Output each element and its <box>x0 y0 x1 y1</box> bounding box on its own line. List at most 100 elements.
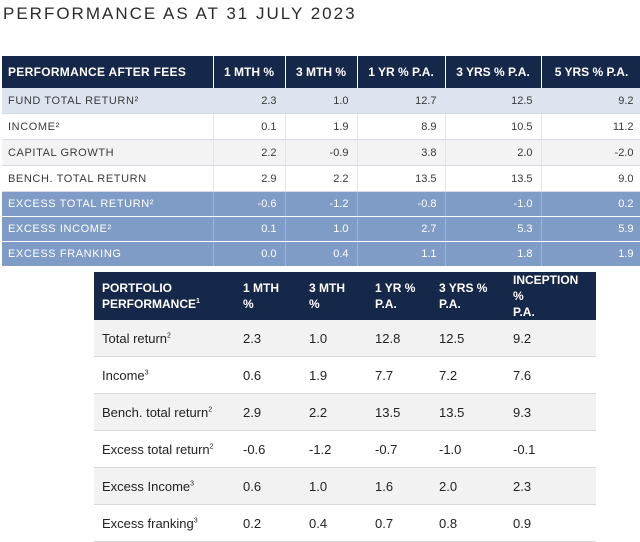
table-cell: 10.5 <box>445 113 542 140</box>
table-row: EXCESS FRANKING 0.0 0.4 1.1 1.8 1.9 <box>2 241 640 267</box>
page-title: PERFORMANCE AS AT 31 JULY 2023 <box>3 4 357 23</box>
table-row: Bench. total return2 2.9 2.2 13.5 13.5 9… <box>94 393 596 431</box>
table-cell: 0.9 <box>505 504 596 542</box>
table-cell: 9.2 <box>541 88 640 114</box>
table-cell: 0.4 <box>301 504 367 542</box>
column-header: 3 YRS % P.A. <box>431 272 505 320</box>
performance-after-fees-table: PERFORMANCE AFTER FEES 1 MTH % 3 MTH % 1… <box>2 56 640 267</box>
table-cell: 8.9 <box>357 113 446 140</box>
table-cell: -1.2 <box>301 430 367 468</box>
column-header: INCEPTION % P.A. <box>505 272 596 320</box>
column-header: 1 MTH % <box>213 56 286 88</box>
table-cell: 2.7 <box>357 216 446 242</box>
table-row: FUND TOTAL RETURN² 2.3 1.0 12.7 12.5 9.2 <box>2 88 640 114</box>
table-cell: 1.9 <box>285 113 358 140</box>
column-header: 1 YR % P.A. <box>357 56 446 88</box>
row-label: Total return2 <box>94 320 235 357</box>
table-cell: 0.4 <box>285 241 358 267</box>
column-header: PORTFOLIO PERFORMANCE1 <box>94 272 235 320</box>
table-row: Excess Income3 0.6 1.0 1.6 2.0 2.3 <box>94 467 596 505</box>
table-cell: 1.0 <box>285 216 358 242</box>
table-cell: 0.1 <box>213 113 286 140</box>
table-cell: -1.2 <box>285 191 358 217</box>
table-cell: -0.9 <box>285 139 358 166</box>
table-cell: -0.8 <box>357 191 446 217</box>
table-cell: 2.2 <box>213 139 286 166</box>
table-cell: 2.3 <box>213 88 286 114</box>
table-cell: 9.2 <box>505 320 596 357</box>
table-row: CAPITAL GROWTH 2.2 -0.9 3.8 2.0 -2.0 <box>2 139 640 166</box>
table-cell: 13.5 <box>445 165 542 192</box>
table-cell: 12.5 <box>445 88 542 114</box>
table-row: Excess franking3 0.2 0.4 0.7 0.8 0.9 <box>94 504 596 542</box>
table-cell: 2.2 <box>301 393 367 431</box>
table-cell: 5.3 <box>445 216 542 242</box>
table-row: INCOME² 0.1 1.9 8.9 10.5 11.2 <box>2 113 640 140</box>
table-cell: 1.1 <box>357 241 446 267</box>
table-row: Total return2 2.3 1.0 12.8 12.5 9.2 <box>94 320 596 357</box>
row-label: Bench. total return2 <box>94 393 235 431</box>
table-row: EXCESS INCOME² 0.1 1.0 2.7 5.3 5.9 <box>2 216 640 242</box>
table-cell: 0.8 <box>431 504 505 542</box>
table-cell: 0.2 <box>235 504 301 542</box>
table-cell: 7.7 <box>367 356 431 394</box>
table-cell: 2.0 <box>431 467 505 505</box>
table-cell: 13.5 <box>357 165 446 192</box>
table-cell: -1.0 <box>431 430 505 468</box>
table-header-row: PORTFOLIO PERFORMANCE1 1 MTH% 3 MTH% 1 YR… <box>94 272 596 320</box>
row-label: INCOME² <box>2 113 214 140</box>
table-cell: 1.9 <box>301 356 367 394</box>
column-header: 3 YRS % P.A. <box>445 56 542 88</box>
row-label: FUND TOTAL RETURN² <box>2 88 214 114</box>
column-header: 1 YR % P.A. <box>367 272 431 320</box>
row-label: BENCH. TOTAL RETURN <box>2 165 214 192</box>
row-label: Income3 <box>94 356 235 394</box>
table-cell: 2.3 <box>505 467 596 505</box>
table-cell: -1.0 <box>445 191 542 217</box>
table-cell: 9.3 <box>505 393 596 431</box>
table-cell: 7.2 <box>431 356 505 394</box>
table-row: BENCH. TOTAL RETURN 2.9 2.2 13.5 13.5 9.… <box>2 165 640 192</box>
row-label: Excess franking3 <box>94 504 235 542</box>
column-header: 1 MTH% <box>235 272 301 320</box>
table-header-row: PERFORMANCE AFTER FEES 1 MTH % 3 MTH % 1… <box>2 56 640 88</box>
table-cell: 5.9 <box>541 216 640 242</box>
table-cell: 0.7 <box>367 504 431 542</box>
table-cell: 0.0 <box>213 241 286 267</box>
table-cell: 1.0 <box>285 88 358 114</box>
table-cell: -0.6 <box>213 191 286 217</box>
column-header: 5 YRS % P.A. <box>541 56 640 88</box>
table-cell: 1.0 <box>301 467 367 505</box>
row-label: EXCESS INCOME² <box>2 216 214 242</box>
table-cell: 13.5 <box>367 393 431 431</box>
row-label: EXCESS TOTAL RETURN² <box>2 191 214 217</box>
column-header: PERFORMANCE AFTER FEES <box>2 56 214 88</box>
table-cell: 0.6 <box>235 356 301 394</box>
table-cell: 12.5 <box>431 320 505 357</box>
table-cell: 12.7 <box>357 88 446 114</box>
table-cell: 2.9 <box>213 165 286 192</box>
table-cell: 2.9 <box>235 393 301 431</box>
table-cell: 2.3 <box>235 320 301 357</box>
portfolio-performance-table: PORTFOLIO PERFORMANCE1 1 MTH% 3 MTH% 1 YR… <box>94 272 596 542</box>
column-header: 3 MTH % <box>285 56 358 88</box>
table-cell: 7.6 <box>505 356 596 394</box>
table-cell: 2.0 <box>445 139 542 166</box>
row-label: Excess total return2 <box>94 430 235 468</box>
table-cell: -0.1 <box>505 430 596 468</box>
table-cell: 11.2 <box>541 113 640 140</box>
table-row: Income3 0.6 1.9 7.7 7.2 7.6 <box>94 356 596 394</box>
row-label: CAPITAL GROWTH <box>2 139 214 166</box>
table-cell: -0.7 <box>367 430 431 468</box>
table-cell: 0.2 <box>541 191 640 217</box>
table-cell: -0.6 <box>235 430 301 468</box>
table-row: EXCESS TOTAL RETURN² -0.6 -1.2 -0.8 -1.0… <box>2 191 640 217</box>
table-cell: 1.9 <box>541 241 640 267</box>
table-row: Excess total return2 -0.6 -1.2 -0.7 -1.0… <box>94 430 596 468</box>
row-label: EXCESS FRANKING <box>2 241 214 267</box>
table-cell: 1.8 <box>445 241 542 267</box>
table-cell: 0.6 <box>235 467 301 505</box>
table-cell: 1.6 <box>367 467 431 505</box>
table-cell: 0.1 <box>213 216 286 242</box>
column-header: 3 MTH% <box>301 272 367 320</box>
